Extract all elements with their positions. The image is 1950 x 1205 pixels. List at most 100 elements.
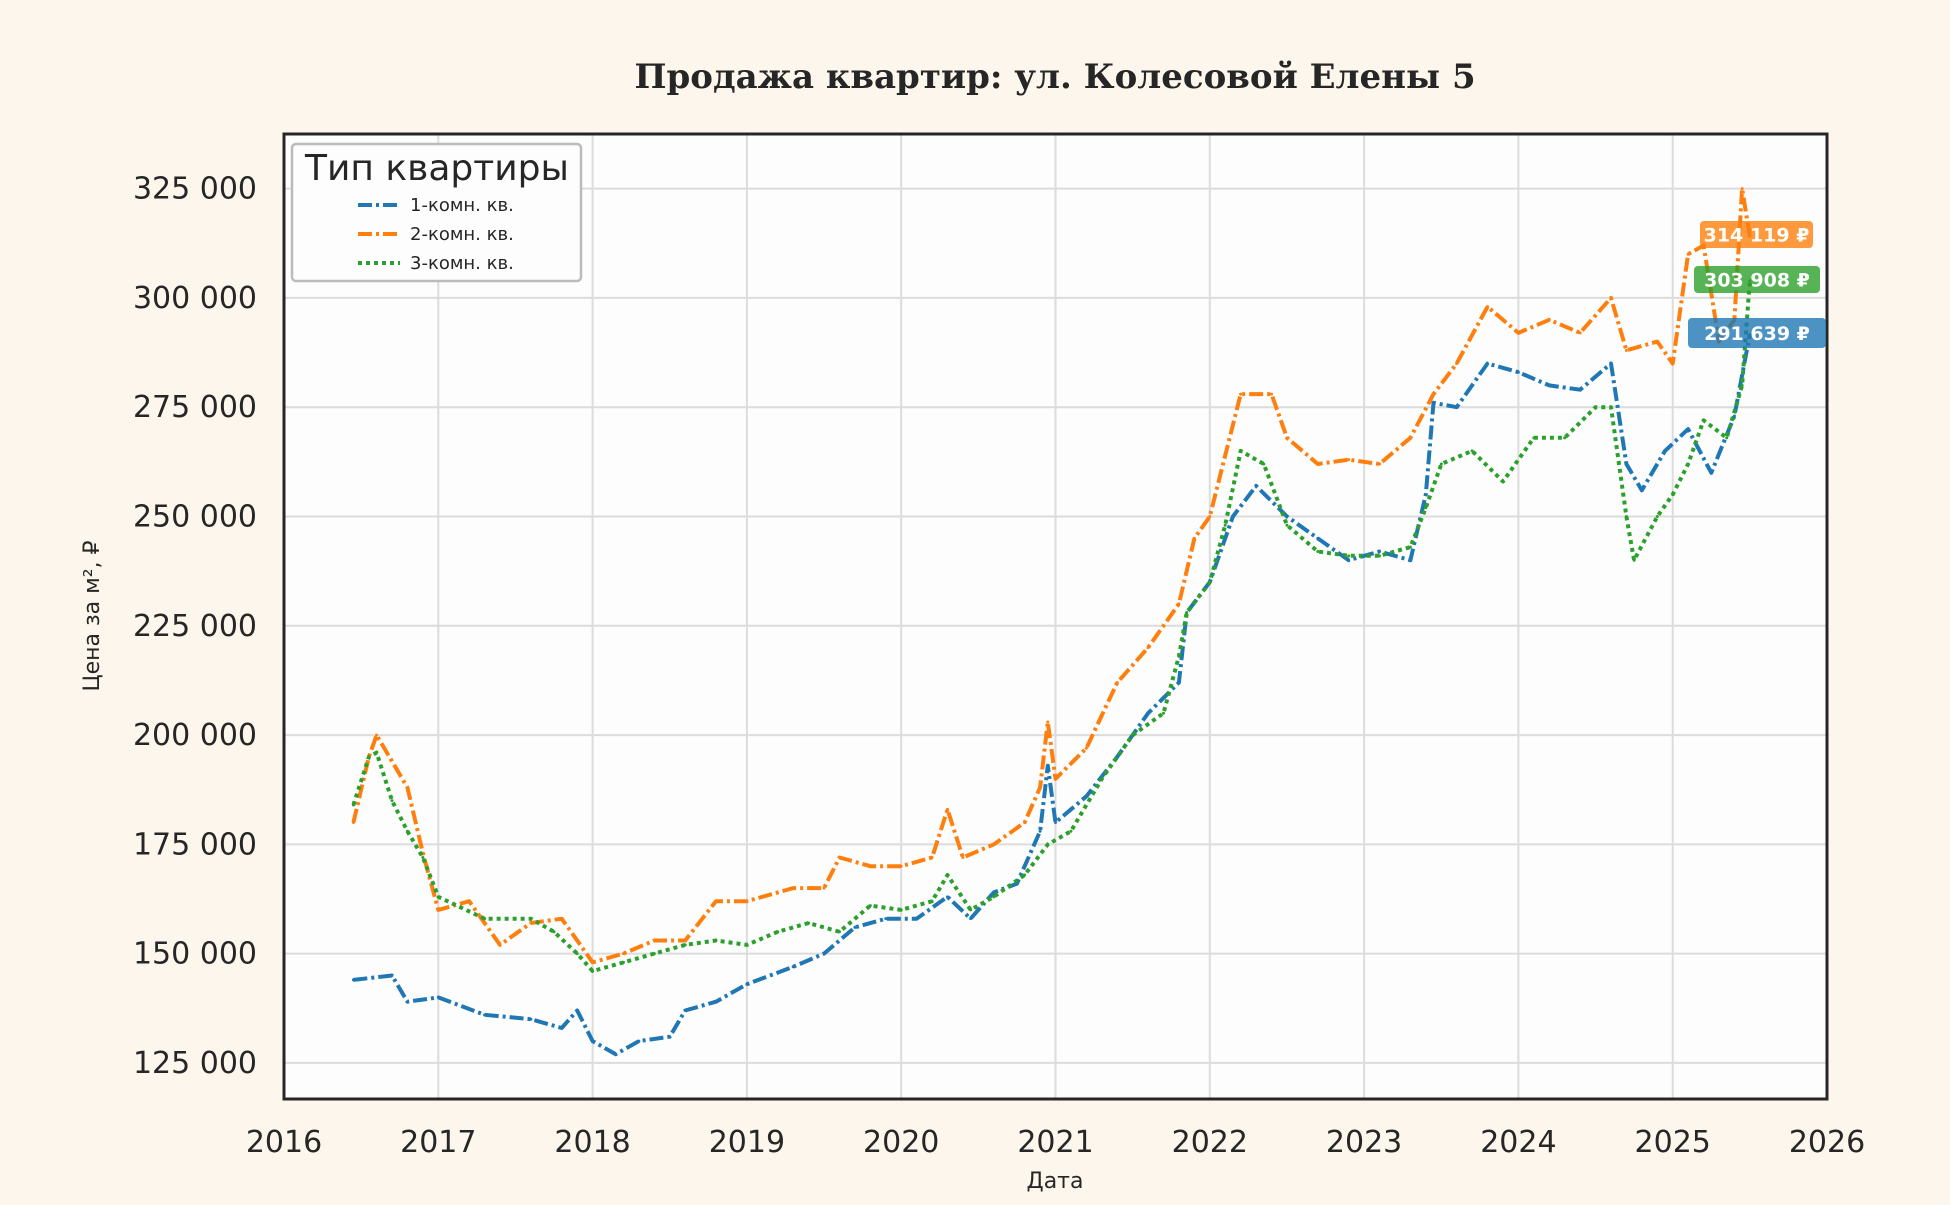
- y-tick-label: 200 000: [133, 718, 257, 753]
- data-point: [1023, 873, 1027, 877]
- data-point: [1624, 515, 1628, 519]
- legend-item-label: 1-комн. кв.: [410, 195, 514, 216]
- data-point: [1594, 405, 1598, 409]
- data-point: [837, 930, 841, 934]
- data-point: [375, 751, 379, 755]
- last-value-badge: [1688, 318, 1826, 348]
- data-point: [1262, 462, 1266, 466]
- data-point: [421, 855, 425, 859]
- data-point: [1732, 414, 1736, 418]
- data-point: [683, 939, 687, 943]
- series-lines: [351, 186, 1752, 1057]
- data-point: [1046, 764, 1050, 768]
- data-point: [1146, 711, 1150, 715]
- data-point: [1408, 545, 1412, 549]
- data-point: [467, 899, 471, 903]
- data-point: [1285, 523, 1289, 527]
- data-point: [1054, 777, 1057, 781]
- data-point: [992, 890, 996, 894]
- data-point: [1455, 405, 1459, 409]
- data-point: [1408, 436, 1412, 440]
- data-point: [614, 1052, 618, 1056]
- data-point: [969, 908, 973, 912]
- data-point: [1131, 733, 1135, 737]
- data-point: [1100, 777, 1104, 781]
- data-point: [822, 886, 826, 890]
- data-point: [1486, 305, 1490, 309]
- data-point: [969, 917, 973, 921]
- data-point: [1686, 427, 1690, 431]
- data-point: [1532, 436, 1536, 440]
- y-tick-label: 325 000: [133, 172, 257, 207]
- data-point: [1655, 515, 1659, 519]
- data-point: [390, 974, 394, 978]
- data-point: [1439, 462, 1443, 466]
- last-value-text: 314 119 ₽: [1704, 225, 1810, 247]
- data-point: [745, 899, 749, 903]
- data-point: [1408, 558, 1412, 562]
- data-point: [1254, 484, 1258, 488]
- data-point: [745, 982, 749, 986]
- y-tick-label: 275 000: [133, 390, 257, 425]
- legend: Тип квартиры 1-комн. кв. 2-комн. кв. 3-ком…: [290, 142, 583, 283]
- x-tick-label: 2021: [1017, 1125, 1093, 1160]
- data-point: [529, 1017, 533, 1021]
- data-point: [621, 952, 625, 956]
- data-point: [575, 952, 579, 956]
- last-value-badge: [1700, 221, 1813, 248]
- x-tick-label: 2024: [1480, 1125, 1556, 1160]
- last-value-labels: 291 639 ₽ 314 119 ₽ 303 908 ₽: [1688, 221, 1826, 348]
- data-point: [405, 1000, 409, 1004]
- data-point: [822, 952, 826, 956]
- data-point: [1239, 392, 1243, 396]
- legend-title: Тип квартиры: [304, 148, 569, 189]
- data-point: [791, 886, 795, 890]
- x-tick-label: 2018: [554, 1125, 630, 1160]
- data-point: [1671, 362, 1675, 366]
- data-point: [899, 908, 903, 912]
- data-point: [1223, 523, 1227, 527]
- data-point: [367, 755, 371, 759]
- data-point: [1192, 536, 1196, 540]
- data-point: [683, 1008, 687, 1012]
- data-point: [899, 864, 903, 868]
- data-point: [436, 895, 440, 899]
- y-tick-label: 250 000: [133, 500, 257, 535]
- y-tick-label: 225 000: [133, 609, 257, 644]
- y-axis-label: Цена за м², ₽: [80, 540, 105, 691]
- data-point: [351, 978, 355, 982]
- data-point: [915, 917, 919, 921]
- data-point: [1725, 436, 1729, 440]
- y-tick-label: 150 000: [133, 937, 257, 972]
- data-point: [1709, 471, 1713, 475]
- data-point: [1663, 449, 1667, 453]
- legend-item-label: 2-комн. кв.: [410, 224, 514, 245]
- data-point: [575, 939, 579, 943]
- data-point: [529, 921, 533, 925]
- data-point: [1424, 493, 1428, 497]
- data-point: [560, 1026, 564, 1030]
- data-point: [1347, 558, 1351, 562]
- data-point: [436, 995, 440, 999]
- data-point: [637, 1039, 641, 1043]
- data-point: [1146, 646, 1150, 650]
- data-point: [1084, 746, 1088, 750]
- data-point: [745, 943, 749, 947]
- last-value-badge: [1694, 266, 1820, 293]
- data-point: [405, 786, 409, 790]
- last-value-text: 291 639 ₽: [1704, 323, 1810, 345]
- x-tick-label: 2025: [1635, 1125, 1711, 1160]
- data-point: [390, 799, 394, 803]
- legend-item-label: 3-комн. кв.: [410, 253, 514, 274]
- data-point: [498, 943, 502, 947]
- data-point: [1624, 462, 1628, 466]
- data-point: [1740, 187, 1744, 191]
- data-point: [1208, 515, 1212, 519]
- x-tick-label: 2017: [400, 1125, 476, 1160]
- data-point: [1046, 842, 1050, 846]
- x-tick-label: 2023: [1326, 1125, 1402, 1160]
- data-point: [1046, 720, 1050, 724]
- data-point: [1563, 436, 1567, 440]
- data-point: [1578, 331, 1582, 335]
